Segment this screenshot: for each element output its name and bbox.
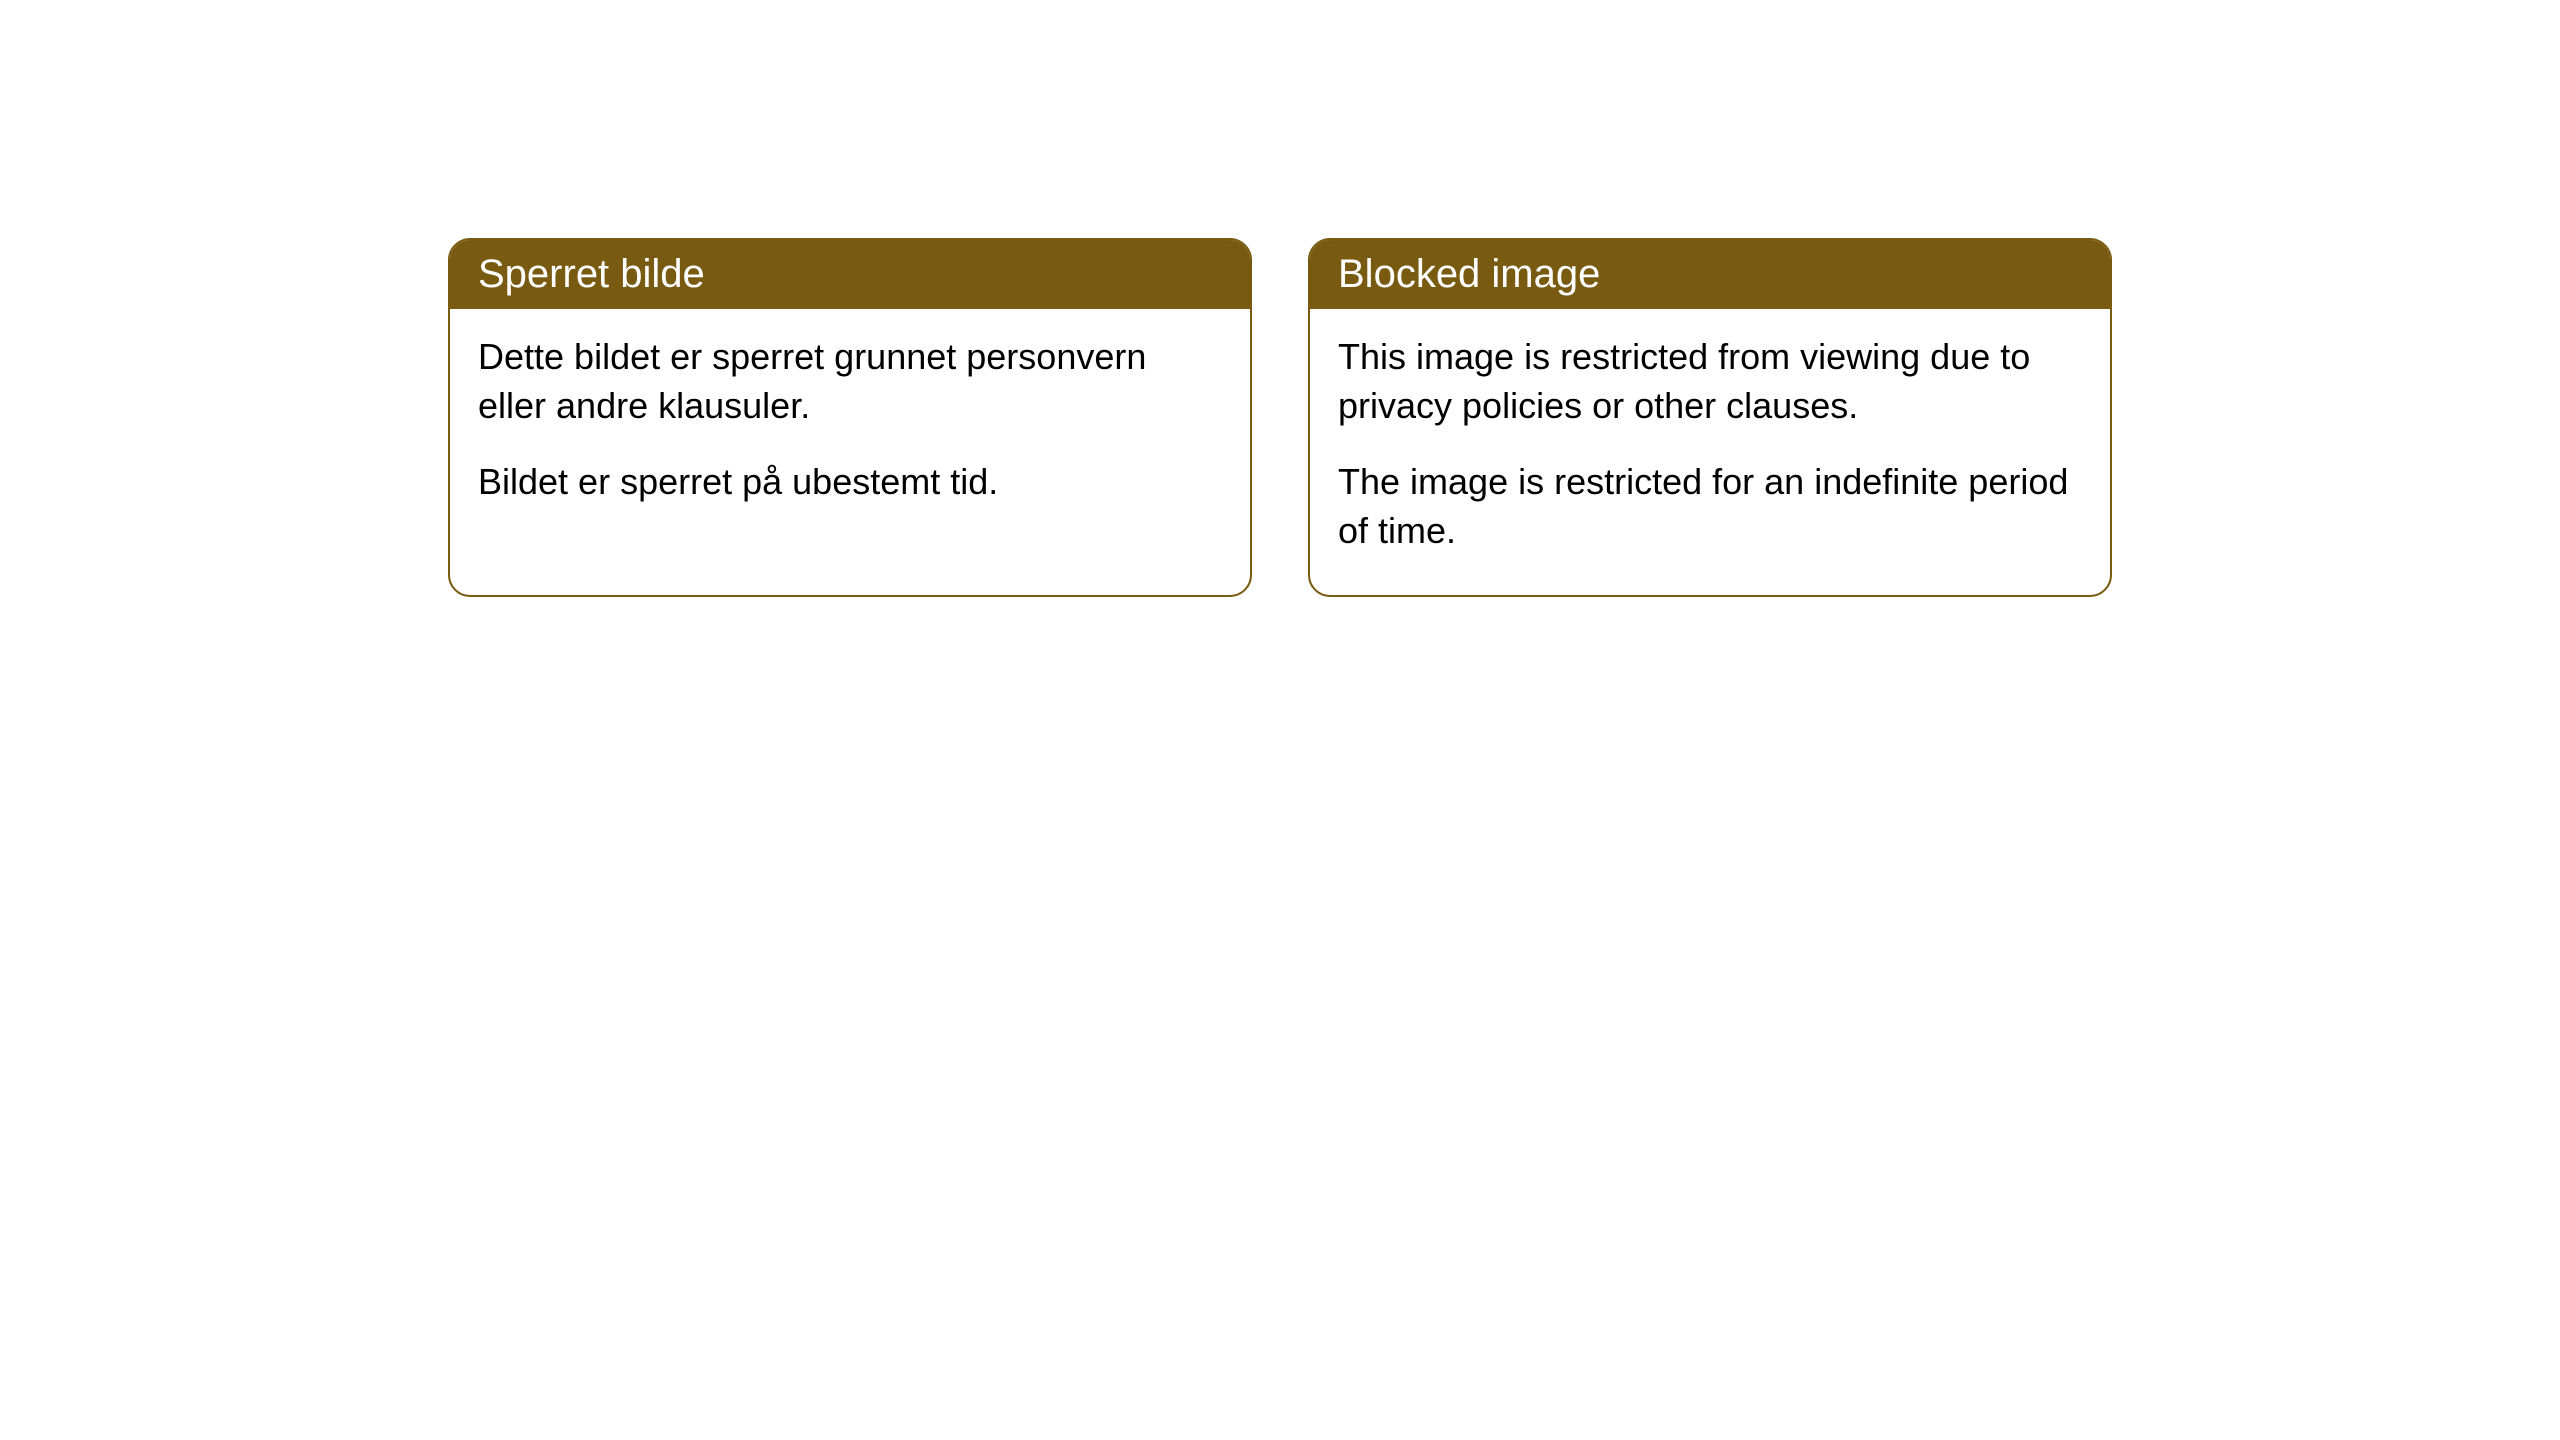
- card-body-en: This image is restricted from viewing du…: [1310, 309, 2110, 595]
- card-header-en: Blocked image: [1310, 240, 2110, 309]
- card-text-no-2: Bildet er sperret på ubestemt tid.: [478, 458, 1222, 507]
- card-text-en-1: This image is restricted from viewing du…: [1338, 333, 2082, 430]
- notice-cards-container: Sperret bilde Dette bildet er sperret gr…: [0, 0, 2560, 597]
- card-text-en-2: The image is restricted for an indefinit…: [1338, 458, 2082, 555]
- card-header-no: Sperret bilde: [450, 240, 1250, 309]
- blocked-image-card-en: Blocked image This image is restricted f…: [1308, 238, 2112, 597]
- card-body-no: Dette bildet er sperret grunnet personve…: [450, 309, 1250, 547]
- blocked-image-card-no: Sperret bilde Dette bildet er sperret gr…: [448, 238, 1252, 597]
- card-text-no-1: Dette bildet er sperret grunnet personve…: [478, 333, 1222, 430]
